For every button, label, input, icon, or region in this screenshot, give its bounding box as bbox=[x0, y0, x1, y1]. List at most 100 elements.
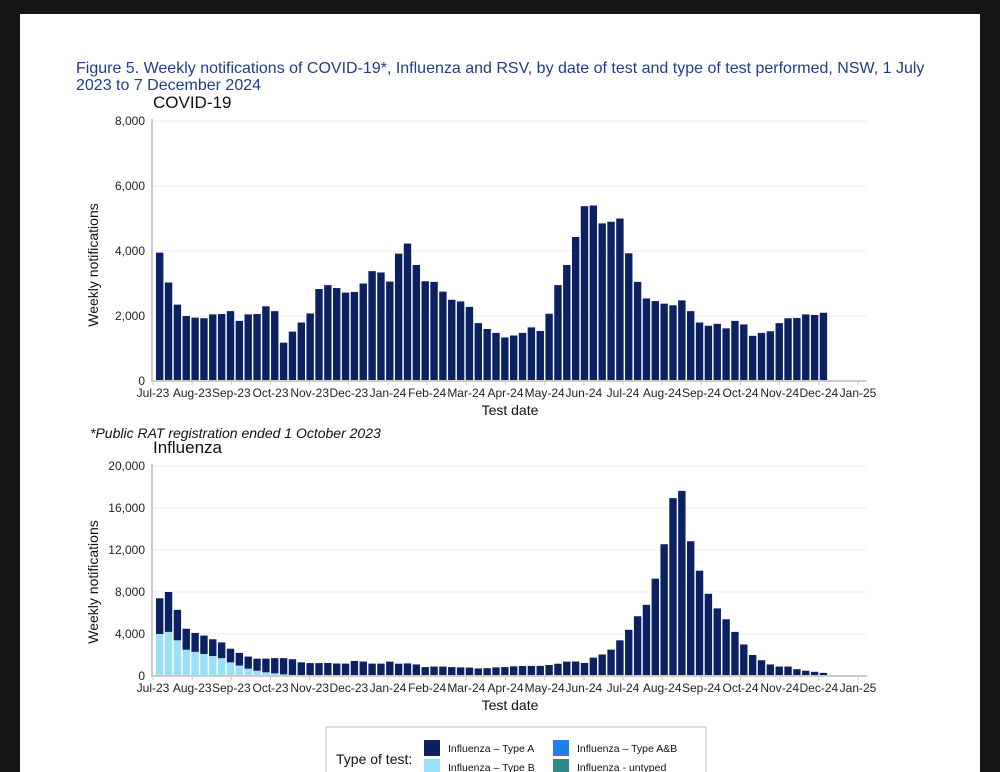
covid-bar bbox=[226, 311, 235, 382]
influenza-bar bbox=[607, 649, 615, 675]
influenza-bar bbox=[589, 657, 598, 676]
influenza-bar bbox=[448, 667, 456, 676]
influenza-bar bbox=[757, 660, 766, 676]
covid-bar bbox=[244, 314, 252, 382]
covid-bar bbox=[306, 313, 314, 381]
influenza-x-tick-label: Jul-24 bbox=[607, 681, 640, 695]
covid-x-tick-label: Sep-24 bbox=[682, 386, 721, 400]
covid-bar bbox=[200, 318, 208, 381]
covid-y-tick-label: 0 bbox=[138, 374, 145, 388]
covid-bar bbox=[589, 205, 598, 381]
influenza-bar bbox=[713, 608, 721, 676]
influenza-x-tick-label: Jan-25 bbox=[840, 681, 877, 695]
influenza-bar bbox=[394, 663, 403, 676]
influenza-bar bbox=[439, 666, 447, 676]
covid-bar bbox=[288, 331, 297, 381]
covid-bar bbox=[793, 317, 801, 381]
covid-bar bbox=[217, 314, 226, 381]
covid-bar bbox=[757, 332, 766, 381]
influenza-bar bbox=[748, 655, 757, 676]
influenza-bar bbox=[580, 662, 589, 676]
covid-bar bbox=[271, 311, 279, 382]
covid-x-tick-label: Nov-24 bbox=[760, 386, 799, 400]
covid-bar bbox=[687, 311, 695, 382]
covid-bar bbox=[182, 316, 190, 381]
influenza-bar bbox=[465, 667, 474, 676]
covid-bar bbox=[633, 281, 642, 382]
influenza-x-tick-label: Jun-24 bbox=[565, 681, 602, 695]
covid-bar bbox=[651, 301, 659, 381]
covid-bar bbox=[279, 342, 288, 381]
covid-bar bbox=[598, 223, 606, 382]
influenza-y-axis-label: Weekly notifications bbox=[85, 520, 101, 643]
covid-bar bbox=[660, 303, 668, 381]
covid-bar bbox=[156, 252, 164, 382]
covid-bar bbox=[731, 320, 739, 382]
influenza-x-tick-label: Aug-24 bbox=[643, 681, 682, 695]
covid-bar bbox=[209, 314, 217, 382]
legend-label-flu-b: Influenza – Type B bbox=[448, 762, 535, 772]
covid-bar bbox=[253, 314, 261, 381]
influenza-bar bbox=[209, 639, 217, 657]
covid-bar bbox=[527, 327, 536, 382]
influenza-bar bbox=[421, 667, 429, 676]
influenza-bar bbox=[324, 662, 332, 676]
influenza-bar bbox=[616, 640, 624, 675]
influenza-bar bbox=[386, 661, 394, 676]
covid-y-tick-label: 2,000 bbox=[115, 309, 145, 323]
influenza-bar bbox=[536, 665, 544, 676]
influenza-bar bbox=[279, 658, 288, 675]
covid-bar bbox=[501, 337, 509, 381]
influenza-bar bbox=[775, 666, 783, 676]
influenza-bar bbox=[766, 664, 775, 676]
influenza-bar bbox=[297, 662, 305, 676]
covid-bar bbox=[580, 206, 589, 381]
influenza-x-axis-label: Test date bbox=[482, 697, 539, 713]
legend-swatch-flu-b bbox=[424, 759, 440, 772]
covid-x-tick-label: Apr-24 bbox=[487, 386, 523, 400]
influenza-x-tick-label: Feb-24 bbox=[408, 681, 446, 695]
influenza-bar bbox=[403, 663, 412, 676]
influenza-bar bbox=[341, 663, 350, 676]
influenza-bar bbox=[474, 668, 482, 676]
covid-bar bbox=[571, 237, 580, 381]
influenza-bar bbox=[368, 663, 376, 676]
covid-bar bbox=[403, 243, 412, 381]
covid-bar bbox=[695, 322, 704, 381]
legend-label-flu-untyped: Influenza - untyped bbox=[577, 762, 666, 772]
influenza-bar bbox=[483, 668, 491, 676]
report-page: Figure 5. Weekly notifications of COVID-… bbox=[20, 14, 980, 772]
covid-x-tick-label: Mar-24 bbox=[447, 386, 485, 400]
influenza-bar bbox=[244, 656, 252, 669]
influenza-x-tick-label: Nov-23 bbox=[290, 681, 329, 695]
covid-bar bbox=[554, 285, 562, 382]
influenza-bar bbox=[687, 541, 695, 676]
covid-x-tick-label: Feb-24 bbox=[408, 386, 446, 400]
influenza-bar bbox=[209, 656, 217, 676]
influenza-bar bbox=[793, 669, 801, 676]
legend-title: Type of test: bbox=[336, 751, 412, 767]
influenza-bar bbox=[217, 658, 226, 676]
covid-bar bbox=[740, 324, 748, 381]
influenza-bar bbox=[651, 578, 659, 676]
influenza-bar bbox=[704, 593, 713, 676]
influenza-x-tick-label: Mar-24 bbox=[447, 681, 485, 695]
influenza-bar bbox=[262, 672, 270, 676]
covid-x-tick-label: Oct-23 bbox=[252, 386, 288, 400]
influenza-bar bbox=[217, 642, 226, 659]
influenza-x-tick-label: Apr-24 bbox=[487, 681, 523, 695]
influenza-bar bbox=[173, 640, 182, 676]
covid-bar bbox=[421, 281, 429, 381]
covid-bar bbox=[474, 323, 482, 381]
covid-bar bbox=[819, 312, 828, 381]
influenza-bar bbox=[244, 668, 252, 676]
covid-bar bbox=[262, 306, 270, 381]
legend-label-flu-a: Influenza – Type A bbox=[448, 743, 534, 755]
covid-bar bbox=[678, 300, 686, 381]
influenza-bar bbox=[819, 672, 828, 676]
influenza-bar bbox=[563, 661, 571, 676]
influenza-x-tick-label: Aug-23 bbox=[173, 681, 212, 695]
covid-bar bbox=[350, 291, 359, 381]
covid-bar bbox=[536, 330, 544, 381]
covid-bar bbox=[439, 291, 447, 382]
